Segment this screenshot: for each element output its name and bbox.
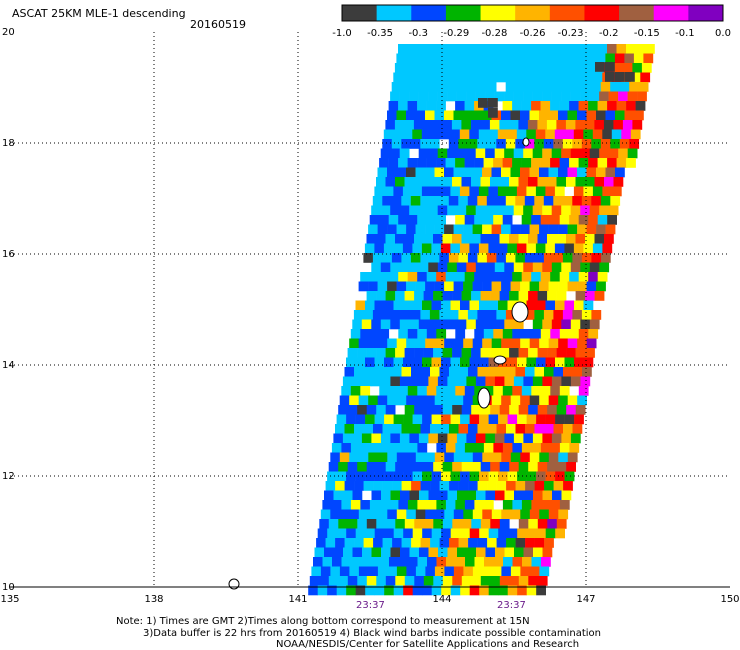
colorbar-label: -0.3 <box>408 28 428 39</box>
colorbar-label: -1.0 <box>332 28 352 39</box>
swath-cells <box>308 44 655 596</box>
colorbar-segment <box>515 5 551 21</box>
note-line-3: NOAA/NESDIS/Center for Satellite Applica… <box>276 639 580 650</box>
note-line-2: 3)Data buffer is 22 hrs from 20160519 4)… <box>143 628 601 639</box>
y-tick-label: 10 <box>2 582 15 593</box>
pass-time-2: 23:37 <box>497 600 526 611</box>
colorbar-segment <box>376 5 412 21</box>
colorbar-label: 0.0 <box>715 28 731 39</box>
colorbar-segment <box>342 5 378 21</box>
x-tick-label: 150 <box>720 594 739 605</box>
y-tick-label: 12 <box>2 471 15 482</box>
x-tick-label: 144 <box>432 594 451 605</box>
colorbar-segment <box>619 5 655 21</box>
colorbar-label: -0.35 <box>367 28 393 39</box>
y-tick-label: 16 <box>2 249 15 260</box>
colorbar-label: -0.2 <box>599 28 619 39</box>
y-tick-label: 18 <box>2 138 15 149</box>
colorbar-label: -0.15 <box>634 28 660 39</box>
colorbar-segment <box>584 5 620 21</box>
map-date: 20160519 <box>190 18 246 31</box>
colorbar-label: -0.23 <box>558 28 584 39</box>
x-tick-label: 141 <box>288 594 307 605</box>
colorbar-segment <box>549 5 585 21</box>
pass-time-1: 23:37 <box>356 600 385 611</box>
colorbar-label: -0.1 <box>675 28 695 39</box>
island-outlines <box>228 137 530 590</box>
colorbar-segment <box>480 5 516 21</box>
map-title: ASCAT 25KM MLE-1 descending <box>12 7 186 20</box>
colorbar-label: -0.28 <box>481 28 507 39</box>
note-line-1: Note: 1) Times are GMT 2)Times along bot… <box>116 616 530 627</box>
colorbar-label: -0.26 <box>520 28 546 39</box>
colorbar-segment <box>411 5 447 21</box>
x-tick-label: 147 <box>576 594 595 605</box>
y-tick-label: 20 <box>2 27 15 38</box>
colorbar-segment <box>653 5 689 21</box>
colorbar: -1.0 -0.35 -0.3 -0.29 -0.28 -0.26 -0.23 -0.2 -0.… <box>332 4 731 39</box>
y-tick-label: 14 <box>2 360 15 371</box>
colorbar-segment <box>445 5 482 21</box>
graticule <box>10 32 730 587</box>
colorbar-segment <box>688 5 724 21</box>
x-tick-label: 138 <box>144 594 163 605</box>
x-tick-label: 135 <box>0 594 19 605</box>
colorbar-label: -0.29 <box>443 28 469 39</box>
